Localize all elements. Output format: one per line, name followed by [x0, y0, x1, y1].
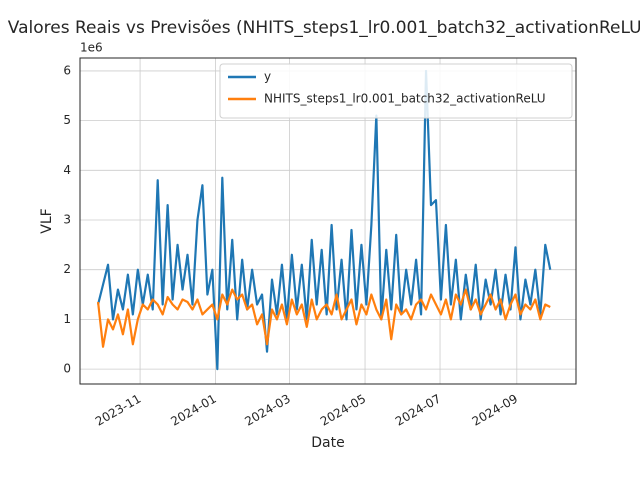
data-line: [96, 288, 551, 348]
legend-label: NHITS_steps1_lr0.001_batch32_activationR…: [264, 92, 546, 106]
y-tick-label: 4: [63, 163, 71, 177]
y-axis-label: VLF: [39, 208, 55, 233]
axes-frame: [79, 57, 577, 385]
y-tick-label: 3: [63, 213, 71, 227]
data-line: [97, 69, 552, 371]
offset-label: 1e6: [80, 41, 103, 55]
legend: y NHITS_steps1_lr0.001_batch32_activation…: [219, 63, 573, 119]
chart-title: Valores Reais vs Previsões (NHITS_steps1…: [8, 18, 640, 38]
y-tick-label: 1: [63, 312, 71, 326]
legend-box: [219, 63, 573, 119]
y-tick-label: 6: [63, 63, 71, 77]
x-axis-label: Date: [311, 435, 344, 451]
y-tick-label: 2: [63, 262, 71, 276]
y-tick-label: 5: [63, 113, 71, 127]
y-tick-label: 0: [63, 362, 71, 376]
legend-label: y: [264, 70, 271, 84]
